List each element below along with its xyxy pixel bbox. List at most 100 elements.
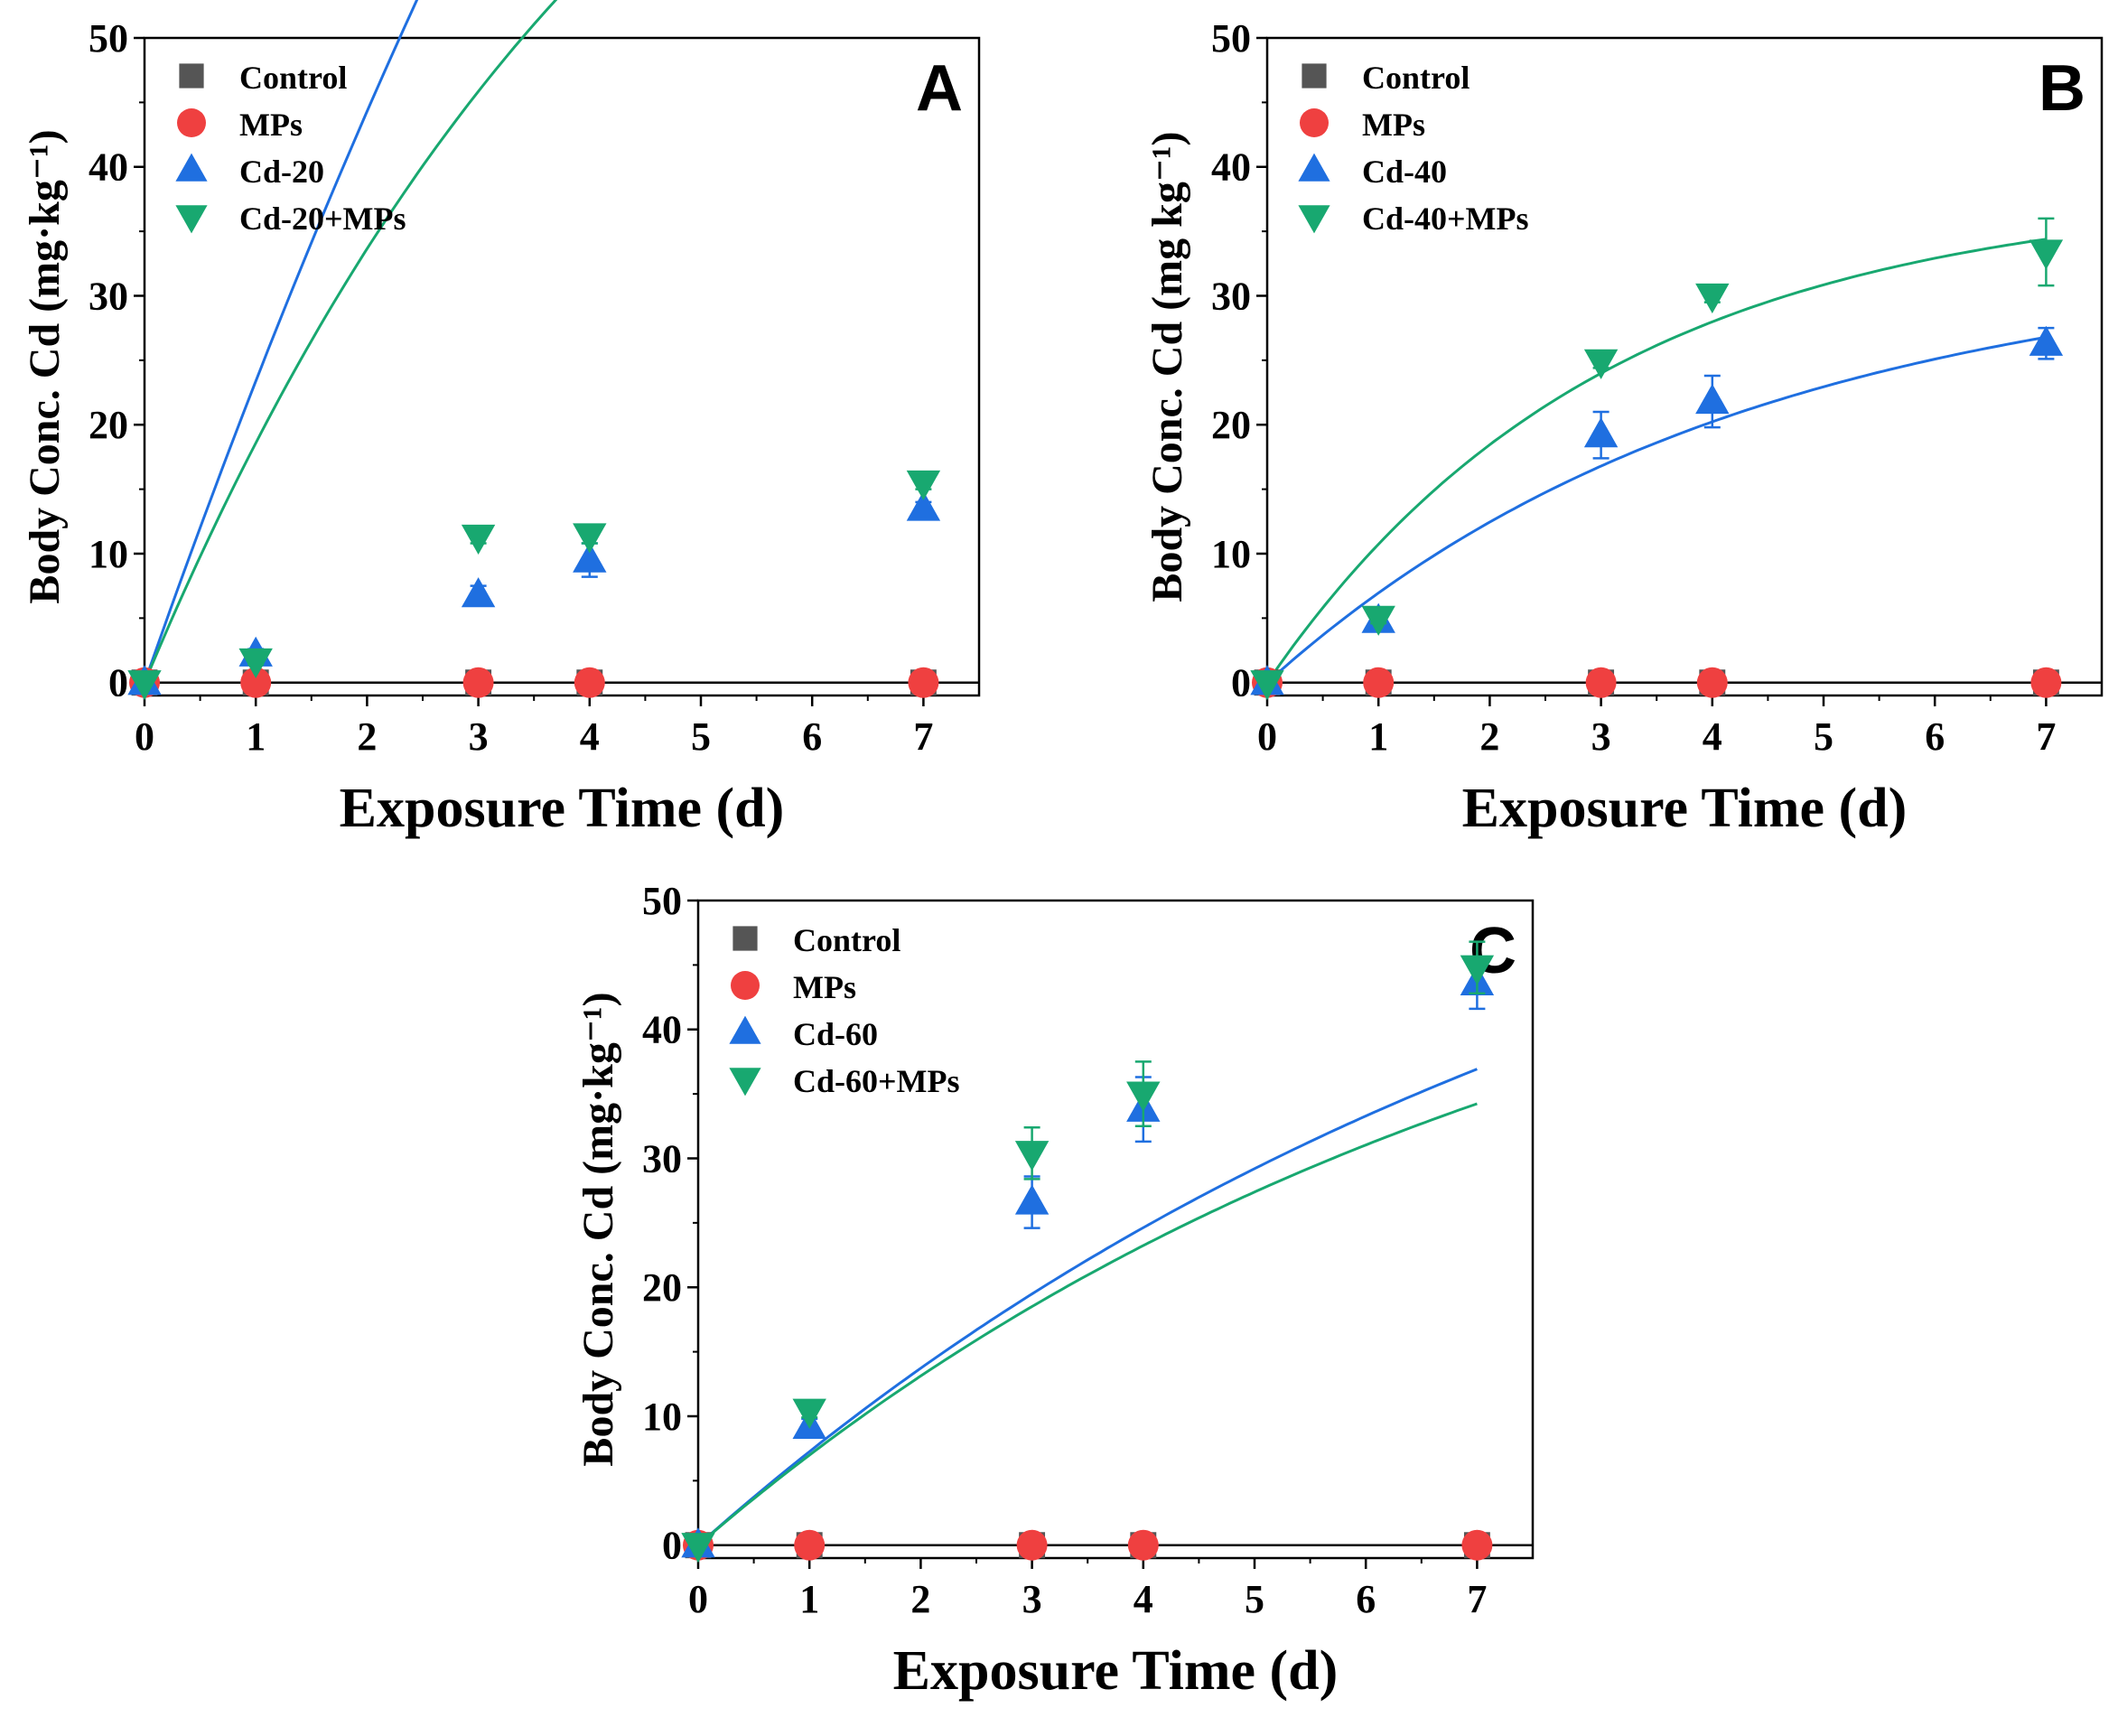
legend-marker	[1298, 153, 1330, 182]
legend-label: MPs	[793, 969, 856, 1005]
legend-label: Cd-40	[1362, 154, 1447, 190]
data-point-mps	[240, 667, 272, 698]
y-axis-label: Body Conc. Cd (mg kg⁻¹)	[1143, 131, 1191, 602]
data-point-cd-20-mps	[573, 523, 607, 554]
x-tick-label: 6	[1356, 1577, 1376, 1621]
panel-letter: A	[916, 52, 963, 125]
fit-curve-cd-20-mps	[143, 0, 558, 684]
y-tick-label: 10	[642, 1395, 682, 1439]
x-tick-label: 4	[1703, 714, 1722, 759]
chart-panel-b: 0 1 2 3 4 5 6 7 0 10 20 30 40 50 Exposure Time (d) Body…	[1143, 16, 2104, 839]
data-point-cd-40-mps	[1695, 283, 1730, 314]
data-point-cd-60-mps	[681, 1533, 715, 1563]
y-axis-label: Body Conc. Cd (mg·kg⁻¹)	[21, 129, 69, 603]
legend-marker	[1298, 205, 1330, 234]
legend-label: MPs	[1362, 107, 1425, 143]
data-point-cd-60-mps	[1126, 1081, 1161, 1112]
legend: Control MPs Cd-40 Cd-40+MPs	[1298, 60, 1529, 237]
legend-marker	[732, 926, 758, 951]
legend-marker	[179, 63, 204, 89]
legend-label: Cd-20+MPs	[239, 201, 406, 237]
fit-curve-cd-60-mps	[697, 1102, 1478, 1546]
x-tick-label: 1	[799, 1577, 819, 1621]
legend-label: Control	[239, 60, 347, 96]
x-tick-label: 6	[802, 714, 822, 759]
data-point-mps	[1127, 1529, 1159, 1561]
legend-label: Cd-60	[793, 1016, 878, 1052]
x-tick-label: 4	[1134, 1577, 1153, 1621]
y-tick-label: 50	[642, 879, 682, 923]
chart-panel-c: 0 1 2 3 4 5 6 7 0 10 20 30 40 50 Exposure Time (d) Body…	[574, 879, 1535, 1702]
data-point-cd-20-mps	[906, 470, 941, 501]
legend: Control MPs Cd-60 Cd-60+MPs	[729, 922, 960, 1099]
legend-label: Control	[793, 922, 900, 958]
x-tick-label: 3	[469, 714, 489, 759]
legend-marker	[731, 971, 760, 1000]
x-axis-label: Exposure Time (d)	[340, 778, 785, 839]
data-point-mps	[1461, 1529, 1493, 1561]
data-point-cd-20-mps	[238, 648, 273, 679]
x-tick-label: 2	[357, 714, 377, 759]
legend-label: Cd-60+MPs	[793, 1063, 960, 1099]
data-point-mps	[908, 667, 939, 698]
plot-frame	[143, 36, 981, 697]
y-tick-label: 40	[1211, 145, 1251, 190]
x-tick-label: 2	[1479, 714, 1499, 759]
x-tick-label: 5	[1245, 1577, 1264, 1621]
legend-label: MPs	[239, 107, 303, 143]
y-tick-label: 10	[1211, 532, 1251, 576]
x-tick-label: 1	[246, 714, 266, 759]
x-tick-label: 5	[691, 714, 711, 759]
x-tick-label: 6	[1925, 714, 1945, 759]
x-tick-label: 0	[135, 714, 154, 759]
y-tick-label: 30	[1211, 274, 1251, 318]
x-tick-label: 7	[2036, 714, 2056, 759]
y-tick-label: 40	[642, 1008, 682, 1052]
data-point-cd-60-mps	[792, 1398, 826, 1429]
fit-curve-cd-20	[143, 0, 419, 684]
data-point-mps	[1016, 1529, 1048, 1561]
chart-panel-a: 0 1 2 3 4 5 6 7 0 10 20 30 40 50 Exposure Time (d) Body…	[21, 0, 981, 839]
data-point-mps	[1585, 667, 1617, 698]
y-tick-label: 0	[108, 661, 128, 705]
data-point-cd-40-mps	[1250, 670, 1284, 701]
x-tick-label: 7	[913, 714, 933, 759]
data-point-cd-40	[1583, 417, 1619, 448]
x-tick-label: 5	[1814, 714, 1833, 759]
data-point-mps	[462, 667, 494, 698]
data-point-cd-40-mps	[2029, 239, 2064, 270]
y-tick-label: 50	[1211, 16, 1251, 61]
panel-letter: B	[2039, 52, 2085, 125]
legend-marker	[729, 1015, 761, 1044]
y-tick-label: 40	[89, 145, 128, 190]
x-tick-label: 0	[1257, 714, 1277, 759]
y-tick-label: 20	[89, 403, 128, 447]
plot-frame	[1265, 36, 2104, 697]
data-point-cd-20	[461, 577, 496, 608]
x-tick-label: 2	[910, 1577, 930, 1621]
data-point-cd-40-mps	[1583, 349, 1619, 379]
fit-curve-cd-60	[697, 1068, 1478, 1546]
x-tick-label: 4	[580, 714, 600, 759]
x-tick-label: 3	[1591, 714, 1611, 759]
y-axis-label: Body Conc. Cd (mg·kg⁻¹)	[574, 992, 622, 1466]
x-tick-label: 7	[1467, 1577, 1487, 1621]
data-point-mps	[1363, 667, 1395, 698]
data-point-cd-20-mps	[461, 524, 496, 555]
legend-marker	[1302, 63, 1327, 89]
fit-curve-cd-40	[1266, 335, 2047, 684]
x-axis-label: Exposure Time (d)	[893, 1640, 1339, 1702]
legend-marker	[1300, 108, 1329, 137]
y-tick-label: 30	[642, 1136, 682, 1181]
y-tick-label: 50	[89, 16, 128, 61]
y-tick-label: 0	[662, 1524, 682, 1568]
data-point-cd-20	[906, 490, 941, 521]
data-point-mps	[574, 667, 605, 698]
y-tick-label: 10	[89, 532, 128, 576]
x-tick-label: 1	[1368, 714, 1388, 759]
plot-frame	[696, 899, 1535, 1560]
x-axis-label: Exposure Time (d)	[1462, 778, 1908, 839]
legend-marker	[175, 153, 208, 182]
data-point-cd-60-mps	[1014, 1141, 1050, 1171]
